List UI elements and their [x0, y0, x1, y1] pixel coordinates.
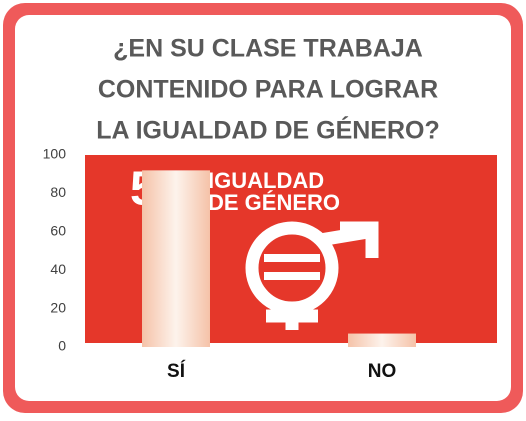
y-tick-label: 40 [50, 261, 66, 277]
chart-title: ¿EN SU CLASE TRABAJA [113, 35, 423, 63]
chart-title: LA IGUALDAD DE GÉNERO? [96, 116, 440, 145]
y-tick-label: 20 [50, 299, 66, 315]
logo-text: DE GÉNERO [208, 190, 340, 215]
bar [348, 333, 416, 347]
logo-text: IGUALDAD [208, 168, 324, 193]
bar [142, 170, 210, 347]
goal-logo: 5 IGUALDAD DE GÉNERO [130, 163, 340, 216]
x-tick-label: NO [368, 361, 397, 382]
y-tick-label: 80 [50, 184, 66, 200]
chart-title: CONTENIDO PARA LOGRAR [98, 76, 438, 104]
x-tick-label: SÍ [167, 360, 186, 382]
y-tick-label: 0 [58, 338, 66, 354]
y-tick-label: 60 [50, 223, 66, 239]
gender-symbol [245, 221, 379, 330]
y-tick-label: 100 [43, 146, 67, 162]
